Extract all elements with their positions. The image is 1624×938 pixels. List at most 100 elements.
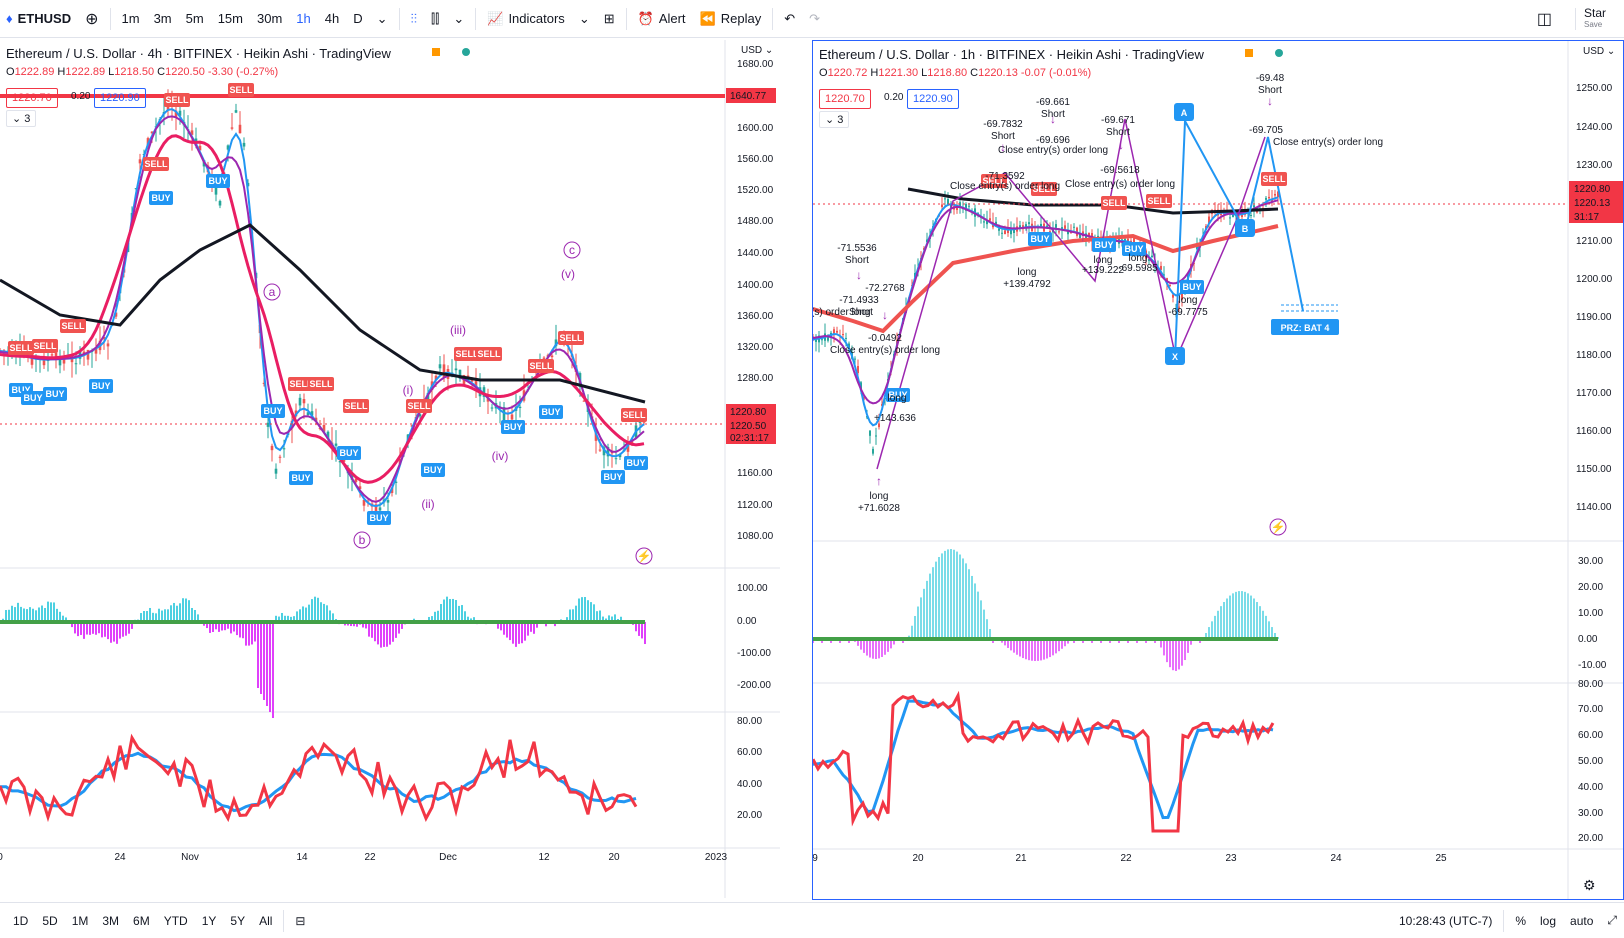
candle-body (845, 337, 847, 339)
sell-signal-label: SELL (529, 361, 553, 371)
left-currency-label[interactable]: USD ⌄ (741, 45, 774, 56)
interval-30m[interactable]: 30m (250, 0, 289, 38)
interval-1h[interactable]: 1h (289, 0, 317, 38)
indicators-button[interactable]: 📈 Indicators (480, 0, 572, 38)
left-ask-box[interactable]: 1220.90 (94, 88, 146, 108)
candle-body (226, 145, 230, 150)
trade-annotation: Close entry(s) order long (1065, 179, 1175, 190)
buy-signal-label: BUY (626, 458, 645, 468)
interval-4h[interactable]: 4h (318, 0, 346, 38)
candle-body (1067, 231, 1069, 235)
range-1m[interactable]: 1M (71, 913, 89, 928)
candle-body (394, 481, 398, 483)
range-5y[interactable]: 5Y (230, 913, 246, 928)
symbol-search[interactable]: ♦ ETHUSD (0, 0, 78, 38)
candle-body (854, 358, 856, 360)
trade-annotation: -69.705 (1249, 125, 1283, 136)
layout-button[interactable]: ◫ (1530, 0, 1559, 38)
right-indicator-toggle[interactable]: ⌄ 3 (819, 111, 850, 128)
range-1d[interactable]: 1D (13, 913, 29, 928)
buy-signal-label: BUY (11, 385, 30, 395)
interval-3m[interactable]: 3m (147, 0, 179, 38)
expand-icon: ⤢ (1607, 913, 1617, 927)
sell-signal (343, 399, 369, 413)
lightning-icon[interactable] (1269, 518, 1287, 536)
undo-button[interactable]: ↶ (777, 0, 802, 38)
indicators-dropdown[interactable]: ⌄ (572, 0, 597, 38)
interval-label: D (353, 11, 363, 26)
interval-label: 4h (324, 11, 340, 26)
alert-button[interactable]: ⏰ Alert (631, 0, 693, 38)
interval-dropdown[interactable]: ⌄ (370, 0, 395, 38)
osc-axis-label: 100.00 (737, 583, 768, 594)
left-spread: 0.20 (71, 91, 91, 102)
range-5d[interactable]: 5D (42, 913, 58, 928)
short-arrow-icon: ↓ (1267, 94, 1273, 108)
right-chart-pane[interactable]: PRZ: BAT 4 A B X BUY BUY BUY BUY BUY SELL SELL SELL… (812, 40, 1624, 900)
left-indicator-toggle[interactable]: ⌄ 3 (6, 110, 37, 127)
right-ask-box[interactable]: 1220.90 (907, 89, 959, 109)
right-chart-canvas[interactable]: PRZ: BAT 4 A B X BUY BUY BUY BUY BUY SELL SELL SELL… (813, 41, 1624, 899)
fullscreen-button[interactable]: ⤢ (1600, 913, 1624, 928)
buy-signal-label: BUY (23, 393, 42, 403)
trade-annotation: -71.5536 (837, 243, 877, 254)
buy-signal-label: BUY (151, 193, 170, 203)
range-ytd[interactable]: YTD (163, 913, 188, 928)
auto-toggle[interactable]: auto (1570, 913, 1594, 928)
price-axis-label: 1400.00 (737, 280, 774, 291)
candles-style-button[interactable]: ⫿⫿ (424, 0, 446, 38)
compare-add-button[interactable]: ⊕ (78, 0, 105, 38)
candle-body (1079, 233, 1081, 239)
left-bid-box[interactable]: 1220.70 (6, 88, 58, 108)
candle-body (482, 387, 486, 397)
redo-icon: ↷ (809, 10, 821, 26)
candle-body (278, 456, 282, 458)
right-bid-box[interactable]: 1220.70 (819, 89, 871, 109)
save-button[interactable]: Star Save (1580, 7, 1624, 31)
buy-signal-label: BUY (1182, 282, 1201, 292)
indicator-count: 3 (24, 113, 31, 125)
divider (475, 7, 477, 30)
candle-body (1250, 214, 1252, 216)
trade-annotation: Close entry(s) order long (830, 345, 940, 356)
trade-annotation: -69.5985 (1118, 263, 1158, 274)
sell-signal-label: SELL (289, 379, 313, 389)
range-6m[interactable]: 6M (133, 913, 150, 928)
left-chart-pane[interactable]: BUY BUY BUY BUY BUY BUY BUY BUY BUY BUY BUY BUY BUY B… (0, 40, 780, 898)
candle-body (542, 357, 546, 359)
interval-1m[interactable]: 1m (115, 0, 147, 38)
candle-body (550, 355, 554, 358)
candle-body (434, 375, 438, 380)
osc-axis-label: -100.00 (737, 648, 771, 659)
right-currency-label[interactable]: USD ⌄ (1583, 46, 1616, 57)
sell-signal-label: SELL (165, 95, 189, 105)
range-1y[interactable]: 1Y (201, 913, 217, 928)
settings-gear-icon[interactable]: ⚙ (1583, 877, 1596, 893)
bars-icon: ⫶⫶ (410, 10, 418, 26)
templates-button[interactable]: ⊞ (597, 0, 622, 38)
range-all[interactable]: All (259, 913, 273, 928)
price-axis-label: 1140.00 (1576, 502, 1612, 513)
candle-body (58, 356, 62, 366)
interval-5m[interactable]: 5m (179, 0, 211, 38)
clock-display[interactable]: 10:28:43 (UTC-7) (1398, 913, 1493, 928)
replay-button[interactable]: ⏪ Replay (693, 0, 769, 38)
interval-15m[interactable]: 15m (211, 0, 250, 38)
sell-signal-label: SELL (1262, 174, 1286, 184)
percent-toggle[interactable]: % (1515, 913, 1527, 928)
log-toggle[interactable]: log (1540, 913, 1557, 928)
redo-button[interactable]: ↷ (802, 0, 827, 38)
buy-signal (501, 420, 525, 434)
chart-style-dropdown[interactable]: ⌄ (446, 0, 471, 38)
candle-body (1274, 193, 1276, 196)
bar-style-button[interactable]: ⫶⫶ (404, 0, 425, 38)
lightning-icon[interactable] (635, 547, 653, 565)
candle-body (94, 347, 98, 354)
goto-date-button[interactable]: ⊟ (288, 914, 312, 928)
interval-d[interactable]: D (346, 0, 369, 38)
trade-annotation: -69.7775 (1168, 307, 1208, 318)
range-3m[interactable]: 3M (102, 913, 120, 928)
candle-body (1169, 285, 1171, 287)
rsi-axis-label: 80.00 (737, 716, 762, 727)
